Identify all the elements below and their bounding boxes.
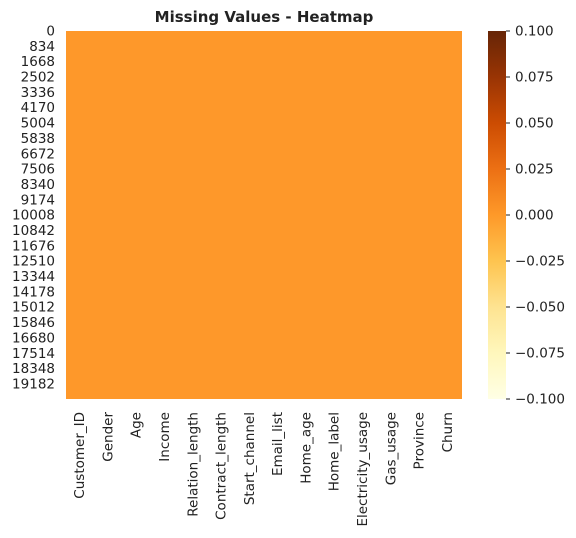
column-tick-label: Home_label xyxy=(327,412,343,491)
row-tick-label: 4170 xyxy=(21,100,55,116)
row-tick-labels: 0834166825023336417050045838667275068340… xyxy=(12,24,55,393)
row-tick-label: 834 xyxy=(29,39,55,55)
row-tick-label: 18348 xyxy=(12,361,55,377)
heatmap-cells xyxy=(66,31,462,399)
row-tick-label: 11676 xyxy=(12,238,55,254)
row-tick-label: 5838 xyxy=(21,131,55,147)
row-tick-label: 1668 xyxy=(21,54,55,70)
colorbar-tick-labels: 0.100 0.075 0.050 0.025 0.000 −0.025 −0.050 −0.… xyxy=(506,24,565,408)
column-tick-label: Start_channel xyxy=(242,412,258,505)
colorbar-tick-label: 0.000 xyxy=(515,208,554,224)
row-tick-label: 17514 xyxy=(12,346,55,362)
row-tick-label: 12510 xyxy=(12,254,55,270)
row-tick-label: 6672 xyxy=(21,146,55,162)
colorbar xyxy=(488,31,506,399)
row-tick-label: 5004 xyxy=(21,116,55,132)
column-tick-label: Gas_usage xyxy=(383,412,399,485)
row-tick-label: 15012 xyxy=(12,300,55,316)
column-tick-label: Email_list xyxy=(270,412,286,476)
colorbar-tick-label: −0.100 xyxy=(515,392,565,408)
colorbar-tick-label: 0.100 xyxy=(515,24,554,40)
row-tick-label: 8340 xyxy=(21,177,55,193)
row-tick-label: 15846 xyxy=(12,315,55,331)
column-tick-label: Home_age xyxy=(298,412,314,484)
row-tick-label: 0 xyxy=(46,24,55,40)
colorbar-tick-label: −0.050 xyxy=(515,300,565,316)
row-tick-label: 10842 xyxy=(12,223,55,239)
colorbar-tick-label: 0.050 xyxy=(515,116,554,132)
column-tick-label: Income xyxy=(157,412,173,462)
row-tick-label: 10008 xyxy=(12,208,55,224)
column-tick-label: Gender xyxy=(100,412,116,462)
row-tick-label: 3336 xyxy=(21,85,55,101)
column-tick-label: Customer_ID xyxy=(72,412,88,499)
column-tick-label: Contract_length xyxy=(214,412,230,520)
column-tick-label: Relation_length xyxy=(185,412,201,517)
column-tick-labels: Customer_ID Gender Age Income Relation_lengt… xyxy=(72,412,456,527)
colorbar-tick-label: −0.075 xyxy=(515,346,565,362)
row-tick-label: 2502 xyxy=(21,70,55,86)
row-tick-label: 13344 xyxy=(12,269,55,285)
column-tick-label: Age xyxy=(129,412,145,438)
column-tick-label: Province xyxy=(412,412,428,469)
row-tick-label: 14178 xyxy=(12,284,55,300)
row-tick-label: 7506 xyxy=(21,162,55,178)
colorbar-tick-label: 0.075 xyxy=(515,70,554,86)
row-tick-label: 16680 xyxy=(12,330,55,346)
column-tick-label: Churn xyxy=(440,412,456,452)
chart-title: Missing Values - Heatmap xyxy=(155,8,374,26)
column-tick-label: Electricity_usage xyxy=(355,412,371,527)
row-tick-label: 9174 xyxy=(21,192,55,208)
colorbar-tick-label: 0.025 xyxy=(515,162,554,178)
colorbar-tick-label: −0.025 xyxy=(515,254,565,270)
row-tick-label: 19182 xyxy=(12,376,55,392)
